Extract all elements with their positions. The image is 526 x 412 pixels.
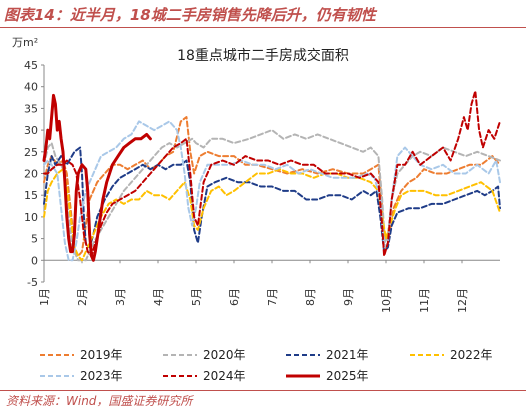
x-tick-label: 6月 <box>228 288 241 306</box>
source-note: 资料来源：Wind，国盛证券研究所 <box>6 394 193 408</box>
series-line-2023年 <box>43 120 501 262</box>
y-tick-label: 5 <box>31 233 38 246</box>
y-tick-label: 35 <box>24 102 38 115</box>
y-tick-label: 45 <box>24 59 38 72</box>
series-group <box>42 90 501 262</box>
legend-label: 2020年 <box>203 348 246 362</box>
x-tick-label: 5月 <box>190 288 203 306</box>
line-chart: 万m² 18重点城市二手房成交面积 -5 0 5 10 15 20 25 30 35 40 45 1月… <box>12 36 501 383</box>
figure-title: 图表14：近半月，18城二手房销售先降后升，仍有韧性 <box>4 6 376 24</box>
series-line-2025年 <box>42 93 152 262</box>
y-tick-label: -5 <box>27 276 38 289</box>
legend-label: 2024年 <box>203 369 246 383</box>
title-divider <box>0 27 526 28</box>
legend-label: 2022年 <box>450 348 493 362</box>
x-tick-label: 12月 <box>456 288 469 313</box>
series-line-2022年 <box>43 168 501 262</box>
legend-label: 2019年 <box>80 348 123 362</box>
y-tick-label: 20 <box>24 168 38 181</box>
y-tick-label: 10 <box>24 211 38 224</box>
source-divider <box>0 390 526 391</box>
x-tick-label: 10月 <box>380 288 393 313</box>
x-tick-label: 1月 <box>38 288 51 306</box>
legend-label: 2023年 <box>80 369 123 383</box>
y-tick-label: 25 <box>24 146 38 159</box>
x-tick-label: 2月 <box>76 288 89 306</box>
y-tick-label: 30 <box>24 124 38 137</box>
legend: 2019年 2020年 2021年 2022年 2023年 2024年 2025年 <box>40 348 493 383</box>
x-tick-label: 11月 <box>418 288 431 313</box>
x-tick-label: 7月 <box>266 288 279 306</box>
y-tick-label: 0 <box>31 254 38 267</box>
series-line-2020年 <box>43 129 501 262</box>
axes: -5 0 5 10 15 20 25 30 35 40 45 1月 2月 3月 4月 5月 6月 7月 8月 9月 10… <box>24 59 500 313</box>
legend-label: 2025年 <box>326 369 369 383</box>
x-tick-label: 3月 <box>114 288 127 306</box>
chart-title: 18重点城市二手房成交面积 <box>177 47 349 64</box>
x-tick-label: 4月 <box>152 288 165 306</box>
series-line-2021年 <box>43 146 501 253</box>
y-tick-label: 40 <box>24 81 38 94</box>
series-line-2024年 <box>43 90 501 257</box>
y-axis-unit: 万m² <box>12 36 38 49</box>
y-tick-label: 15 <box>24 189 38 202</box>
x-tick-label: 9月 <box>342 288 355 306</box>
x-tick-label: 8月 <box>304 288 317 306</box>
series-line-2019年 <box>43 116 501 257</box>
legend-label: 2021年 <box>326 348 369 362</box>
